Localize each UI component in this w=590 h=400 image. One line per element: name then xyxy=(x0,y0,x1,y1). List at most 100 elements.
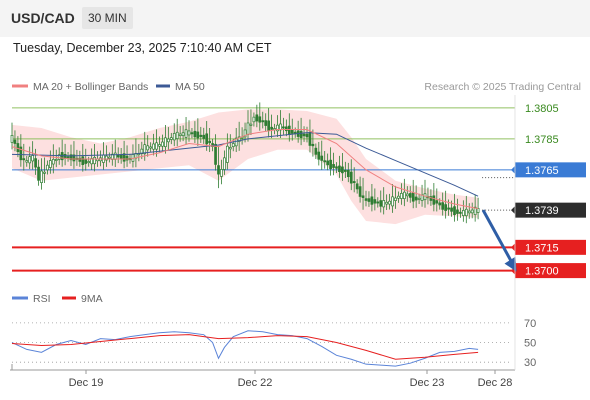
candle-body xyxy=(16,143,20,152)
candle-body xyxy=(167,138,170,143)
candle-body xyxy=(349,171,353,184)
ma50-line xyxy=(11,132,479,197)
candle-body xyxy=(391,196,394,207)
candle-body xyxy=(364,198,368,201)
candle-body xyxy=(370,196,374,205)
candle-body xyxy=(447,207,450,210)
x-tick-label: Dec 19 xyxy=(69,377,104,389)
candle-body xyxy=(435,200,439,204)
candle-body xyxy=(51,159,55,165)
candle-body xyxy=(231,143,235,147)
candle-body xyxy=(302,133,306,137)
candle-body xyxy=(346,169,350,178)
candle-body xyxy=(34,158,37,168)
candle-body xyxy=(411,192,415,202)
level-tag-pointer-1.3739 xyxy=(511,206,515,215)
candle-body xyxy=(37,166,40,181)
candle-body xyxy=(25,160,29,163)
candle-body xyxy=(13,139,17,144)
level-tag-1.3739 xyxy=(515,202,586,218)
candle-body xyxy=(119,155,123,159)
candle-body xyxy=(261,120,265,123)
rsi-ma-line xyxy=(11,334,479,360)
candle-body xyxy=(326,160,329,166)
candle-body xyxy=(249,123,253,126)
candle-body xyxy=(282,126,285,129)
level-value-1.3715: 1.3715 xyxy=(525,242,559,254)
candle-body xyxy=(214,143,217,165)
level-value-1.3765: 1.3765 xyxy=(525,165,559,177)
timeframe-button[interactable]: 30 MIN xyxy=(82,7,133,29)
candle-body xyxy=(367,198,371,202)
candle-body xyxy=(116,155,120,158)
candle-body xyxy=(169,137,173,140)
candle-body xyxy=(467,210,471,214)
candle-body xyxy=(193,130,197,138)
symbol-label: USD/CAD xyxy=(11,10,75,26)
candle-body xyxy=(143,144,147,155)
candle-body xyxy=(158,144,161,147)
candle-body xyxy=(57,154,61,160)
level-tag-1.3715 xyxy=(515,239,586,255)
candle-body xyxy=(462,210,465,216)
level-value-1.3739: 1.3739 xyxy=(525,205,559,217)
candle-body xyxy=(40,170,43,183)
ma20-legend-label: MA 20 + Bollinger Bands xyxy=(33,81,148,93)
candle-body xyxy=(105,155,108,161)
rsi-tick-50: 50 xyxy=(524,338,536,350)
candle-body xyxy=(279,123,282,131)
candle-body xyxy=(196,131,200,139)
candle-body xyxy=(161,141,164,147)
candle-body xyxy=(388,200,391,205)
candle-body xyxy=(320,155,324,161)
candle-body xyxy=(107,156,111,159)
candle-body xyxy=(417,197,421,200)
level-tag-1.3765 xyxy=(515,162,586,178)
candle-body xyxy=(172,133,176,141)
candle-body xyxy=(352,181,356,184)
candle-body xyxy=(397,195,400,199)
level-tag-pointer-1.3765 xyxy=(511,165,515,174)
candle-body xyxy=(405,193,409,197)
candle-body xyxy=(252,116,256,123)
candle-body xyxy=(311,143,315,147)
candle-body xyxy=(358,186,362,197)
candle-body xyxy=(314,147,318,155)
candle-body xyxy=(84,159,88,164)
candle-body xyxy=(394,197,397,201)
candle-body xyxy=(293,131,297,134)
candle-body xyxy=(308,131,312,146)
candle-body xyxy=(81,156,85,166)
candle-body xyxy=(28,156,32,164)
candle-body xyxy=(48,160,52,168)
candle-body xyxy=(164,137,167,148)
candle-body xyxy=(184,129,188,138)
candle-body xyxy=(459,211,462,214)
candle-body xyxy=(187,130,191,136)
candle-body xyxy=(66,156,70,159)
candle-body xyxy=(22,158,26,161)
candle-body xyxy=(441,202,445,210)
candle-body xyxy=(122,153,126,162)
candle-body xyxy=(267,120,270,131)
candle-body xyxy=(69,154,73,161)
candle-body xyxy=(220,169,223,177)
candle-body xyxy=(341,166,344,174)
candle-body xyxy=(237,136,241,142)
candle-body xyxy=(473,206,477,216)
candle-body xyxy=(290,129,294,134)
level-value-1.3700: 1.3700 xyxy=(525,266,559,278)
candle-body xyxy=(432,195,436,205)
candle-body xyxy=(382,200,386,208)
forecast-arrow-head xyxy=(504,256,517,272)
candle-body xyxy=(400,193,403,199)
candle-body xyxy=(258,116,262,123)
x-tick-label: Dec 28 xyxy=(478,377,513,389)
candle-body xyxy=(332,164,335,168)
candle-body xyxy=(190,132,194,135)
candle-body xyxy=(379,200,383,207)
candle-body xyxy=(217,165,220,175)
level-tag-pointer-1.3715 xyxy=(511,243,515,252)
candle-body xyxy=(450,207,453,212)
